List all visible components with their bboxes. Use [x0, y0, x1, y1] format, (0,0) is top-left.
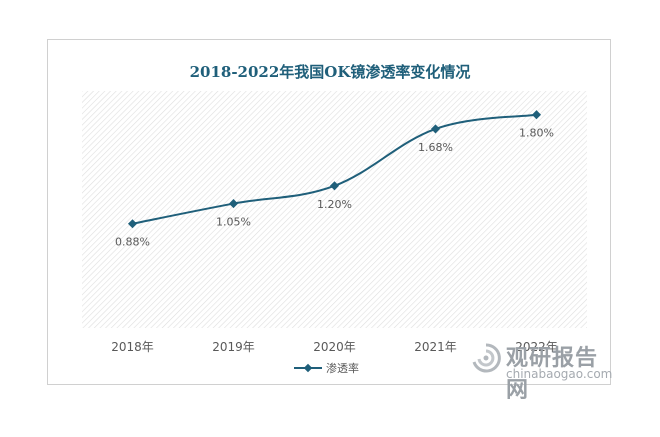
legend-diamond-marker	[303, 363, 313, 373]
watermark: 观研报告网 chinabaogao.com	[470, 340, 620, 403]
data-label: 1.80%	[519, 127, 554, 140]
data-label: 1.68%	[418, 141, 453, 154]
series-layer: 0.88% 1.05% 1.20% 1.68% 1.80%	[115, 110, 554, 249]
data-point	[127, 219, 138, 229]
chart-svg: 2018-2022年我国OK镜渗透率变化情况 0.88% 1.05% 1.20% 1.…	[82, 63, 587, 375]
chart-frame: 2018-2022年我国OK镜渗透率变化情况 0.88% 1.05% 1.20% 1.…	[47, 39, 611, 385]
x-tick-label: 2018年	[111, 340, 154, 354]
data-label: 0.88%	[115, 236, 150, 249]
chart-title: 2018-2022年我国OK镜渗透率变化情况	[190, 63, 471, 81]
data-label: 1.20%	[317, 198, 352, 211]
legend: 渗透率	[294, 361, 359, 375]
x-tick-label: 2019年	[212, 340, 255, 354]
data-label: 1.05%	[216, 216, 251, 229]
x-tick-label: 2020年	[313, 340, 356, 354]
watermark-cn-text: 观研报告网	[506, 346, 599, 403]
watermark-en-text: chinabaogao.com	[506, 367, 613, 381]
legend-label: 渗透率	[326, 361, 359, 375]
x-axis: 2018年 2019年 2020年 2021年 2022年	[111, 340, 558, 354]
swirl-logo-icon	[472, 343, 501, 373]
plot-area	[82, 91, 587, 328]
x-tick-label: 2021年	[414, 340, 457, 354]
x-tick-label: 2022年	[515, 340, 558, 354]
data-point	[228, 199, 239, 209]
